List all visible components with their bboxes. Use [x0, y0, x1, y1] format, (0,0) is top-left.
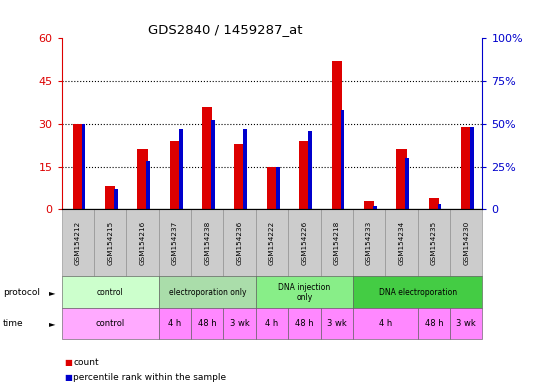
- Text: GSM154233: GSM154233: [366, 221, 372, 265]
- Bar: [308, 131, 312, 209]
- Bar: [211, 121, 215, 209]
- Text: count: count: [73, 358, 99, 367]
- Bar: [267, 167, 277, 209]
- Bar: [340, 110, 345, 209]
- Text: GSM154235: GSM154235: [431, 221, 437, 265]
- Text: GSM154222: GSM154222: [269, 221, 275, 265]
- Bar: [429, 198, 439, 209]
- Text: 4 h: 4 h: [168, 319, 182, 328]
- Text: ►: ►: [49, 319, 56, 328]
- Text: GDS2840 / 1459287_at: GDS2840 / 1459287_at: [148, 23, 302, 36]
- Bar: [405, 158, 409, 209]
- Bar: [146, 161, 150, 209]
- Text: 3 wk: 3 wk: [327, 319, 347, 328]
- Text: GSM154236: GSM154236: [237, 221, 243, 265]
- Bar: [396, 149, 407, 209]
- Text: 3 wk: 3 wk: [456, 319, 476, 328]
- Text: percentile rank within the sample: percentile rank within the sample: [73, 373, 227, 382]
- Text: DNA electroporation: DNA electroporation: [378, 288, 457, 297]
- Text: GSM154234: GSM154234: [398, 221, 405, 265]
- Text: ■: ■: [64, 358, 72, 367]
- Text: 48 h: 48 h: [295, 319, 314, 328]
- Bar: [114, 189, 118, 209]
- Bar: [364, 201, 374, 209]
- Bar: [437, 204, 442, 209]
- Bar: [243, 129, 247, 209]
- Text: GSM154216: GSM154216: [139, 221, 146, 265]
- Text: GSM154215: GSM154215: [107, 221, 113, 265]
- Text: GSM154212: GSM154212: [75, 221, 81, 265]
- Text: 4 h: 4 h: [378, 319, 392, 328]
- Text: GSM154218: GSM154218: [334, 221, 340, 265]
- Bar: [81, 124, 85, 209]
- Text: GSM154238: GSM154238: [204, 221, 210, 265]
- Bar: [178, 129, 183, 209]
- Bar: [105, 187, 115, 209]
- Bar: [170, 141, 180, 209]
- Text: 4 h: 4 h: [265, 319, 279, 328]
- Text: electroporation only: electroporation only: [168, 288, 246, 297]
- Bar: [234, 144, 245, 209]
- Bar: [470, 127, 474, 209]
- Bar: [461, 127, 471, 209]
- Bar: [202, 107, 212, 209]
- Bar: [73, 124, 83, 209]
- Text: ►: ►: [49, 288, 56, 297]
- Text: control: control: [97, 288, 124, 297]
- Text: GSM154237: GSM154237: [172, 221, 178, 265]
- Bar: [276, 167, 280, 209]
- Text: DNA injection
only: DNA injection only: [278, 283, 331, 302]
- Text: GSM154226: GSM154226: [301, 221, 307, 265]
- Text: protocol: protocol: [3, 288, 40, 297]
- Bar: [332, 61, 342, 209]
- Text: control: control: [95, 319, 125, 328]
- Text: time: time: [3, 319, 23, 328]
- Text: 48 h: 48 h: [425, 319, 443, 328]
- Text: GSM154230: GSM154230: [463, 221, 469, 265]
- Bar: [137, 149, 148, 209]
- Text: 48 h: 48 h: [198, 319, 217, 328]
- Bar: [373, 206, 377, 209]
- Text: 3 wk: 3 wk: [230, 319, 250, 328]
- Bar: [299, 141, 310, 209]
- Text: ■: ■: [64, 373, 72, 382]
